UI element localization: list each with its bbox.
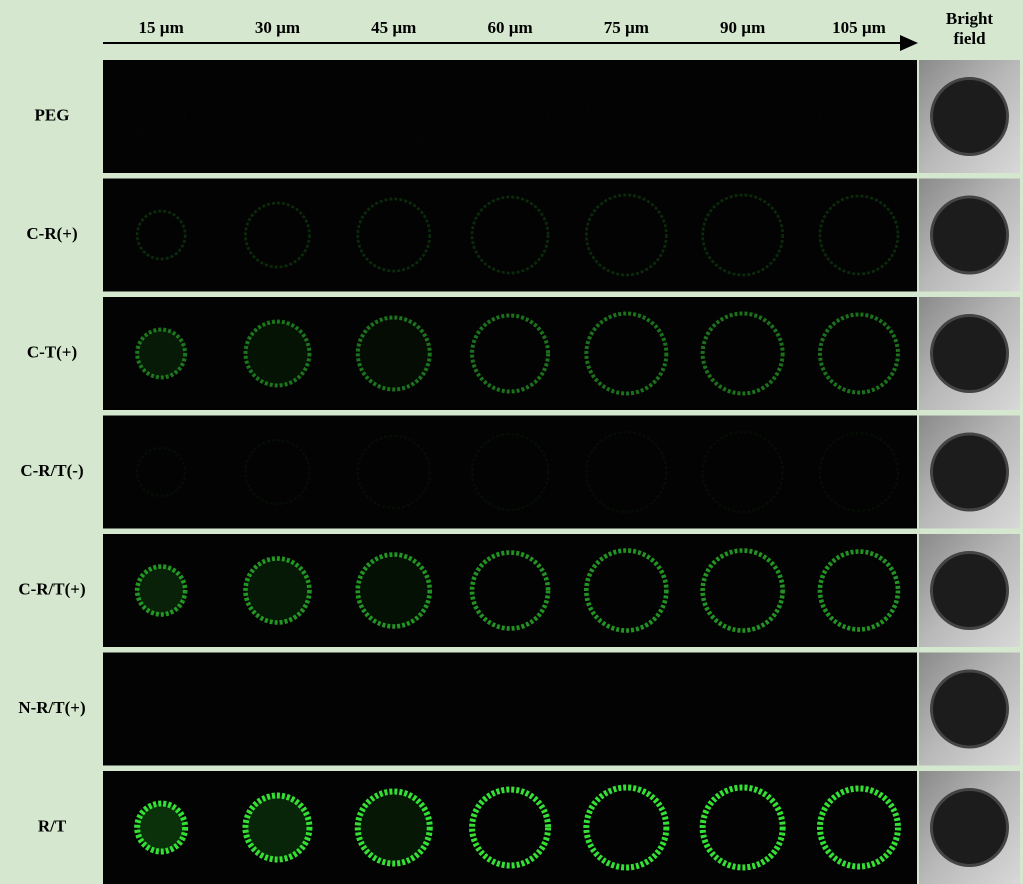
fluorescence-row: [103, 534, 917, 647]
column-header: 75 µm: [604, 18, 649, 37]
row-label: C-T(+): [27, 342, 77, 361]
fluorescence-row: [103, 653, 917, 766]
column-header: 45 µm: [371, 18, 416, 37]
bright-field-spheroid: [932, 790, 1008, 866]
row-label: N-R/T(+): [18, 698, 85, 717]
column-header: 90 µm: [720, 18, 765, 37]
bright-field-spheroid: [932, 434, 1008, 510]
bright-field-spheroid: [932, 197, 1008, 273]
column-header: 60 µm: [487, 18, 532, 37]
row-label: PEG: [35, 105, 70, 124]
fluorescence-row: [103, 179, 917, 292]
panel-grid: [103, 60, 1020, 884]
bright-field-spheroid: [932, 671, 1008, 747]
page: {"header": {"columns": ["15 µm", "30 µm"…: [0, 0, 1023, 884]
column-header: 105 µm: [832, 18, 886, 37]
fluorescence-row: [103, 771, 917, 884]
fluorescence-row: [103, 416, 917, 529]
bright-field-spheroid: [932, 79, 1008, 155]
figure: 15 µm 30 µm 45 µm 60 µm 75 µm 90 µm 105 µm Brig…: [0, 0, 1023, 884]
column-header: 30 µm: [255, 18, 300, 37]
fluorescence-row: [103, 297, 917, 410]
row-label: R/T: [38, 816, 67, 835]
bright-field-spheroid: [932, 316, 1008, 392]
fluorescence-row: [103, 60, 917, 173]
bright-field-spheroid: [932, 553, 1008, 629]
row-label: C-R(+): [26, 224, 77, 243]
row-label: C-R/T(-): [20, 461, 83, 480]
column-header: 15 µm: [139, 18, 184, 37]
row-label: C-R/T(+): [18, 579, 85, 598]
